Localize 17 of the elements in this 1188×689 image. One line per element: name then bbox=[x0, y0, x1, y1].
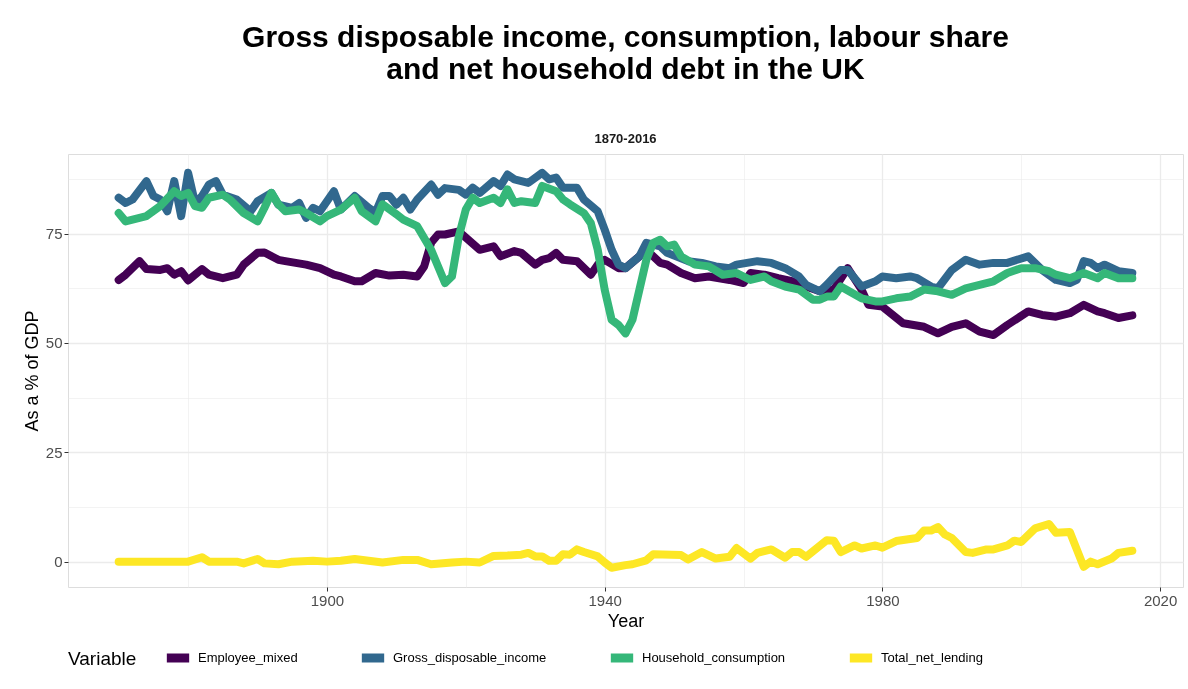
x-axis-title: Year bbox=[607, 610, 645, 631]
chart-title: Gross disposable income, consumption, labour share and net household debt in the UK bbox=[242, 20, 1009, 85]
y-tick-label: 25 bbox=[45, 443, 63, 461]
legend-label: Household_consumption bbox=[642, 650, 786, 665]
legend-label: Gross_disposable_income bbox=[393, 650, 547, 665]
y-tick-label: 50 bbox=[45, 334, 63, 352]
legend-label: Employee_mixed bbox=[198, 650, 298, 665]
x-tick-label: 1980 bbox=[866, 591, 900, 609]
x-tick-label: 1900 bbox=[310, 591, 345, 609]
chart-subtitle: 1870-2016 bbox=[594, 131, 657, 146]
y-tick-label: 75 bbox=[45, 225, 63, 243]
y-axis-title: As a % of GDP bbox=[21, 310, 42, 432]
y-tick-label: 0 bbox=[54, 553, 63, 571]
legend-label: Total_net_lending bbox=[881, 650, 983, 665]
x-tick-label: 2020 bbox=[1143, 591, 1178, 609]
x-tick-label: 1940 bbox=[588, 591, 622, 609]
legend-title: Variable bbox=[68, 648, 137, 669]
